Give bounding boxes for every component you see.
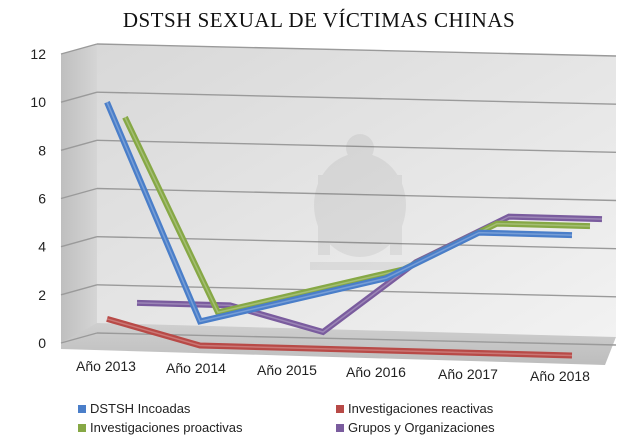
y-tick-label: 2: [38, 287, 46, 303]
legend-swatch: [78, 423, 86, 432]
chart-title: DSTSH SEXUAL DE VÍCTIMAS CHINAS: [122, 8, 516, 32]
series-line-2: [122, 115, 591, 316]
gridline-side: [60, 284, 98, 296]
emblem-watermark: [310, 134, 410, 270]
y-axis: 0 2 4 6 8 10 12: [30, 46, 46, 351]
series-line-1: [106, 316, 573, 359]
x-tick-label: Año 2018: [530, 368, 590, 384]
gridline: [96, 43, 617, 57]
gridline-side: [60, 43, 98, 55]
x-tick-label: Año 2014: [166, 360, 226, 376]
x-tick-label: Año 2015: [257, 362, 317, 378]
gridline: [96, 139, 617, 154]
series-highlight-0: [106, 101, 573, 323]
legend-label: Investigaciones reactivas: [348, 401, 494, 416]
x-tick-label: Año 2017: [438, 366, 498, 382]
legend-item: Investigaciones reactivas: [336, 401, 493, 416]
series-lines: [104, 100, 603, 359]
y-tick-label: 6: [38, 191, 46, 207]
legend-label: Investigaciones proactivas: [90, 420, 243, 435]
x-axis: Año 2013 Año 2014 Año 2015 Año 2016 Año 2017…: [76, 358, 590, 384]
back-wall: [97, 44, 616, 337]
x-tick-label: Año 2016: [346, 364, 406, 380]
legend-label: Grupos y Organizaciones: [348, 420, 495, 435]
y-tick-label: 0: [38, 335, 46, 351]
gridline-side: [60, 139, 98, 152]
gridline: [96, 91, 617, 105]
y-tick-label: 12: [30, 46, 46, 62]
x-tick-label: Año 2013: [76, 358, 136, 374]
y-tick-label: 4: [38, 239, 46, 255]
legend-item: DSTSH Incoadas: [78, 401, 190, 416]
legend-item: Grupos y Organizaciones: [336, 420, 495, 435]
y-tick-label: 10: [30, 94, 46, 110]
series-highlight-1: [106, 318, 573, 357]
gridline-side: [60, 187, 98, 200]
series-highlight-2: [124, 116, 591, 314]
gridline-side: [60, 235, 98, 248]
gridline: [96, 332, 617, 346]
gridline: [96, 187, 617, 202]
legend-swatch: [336, 404, 344, 413]
gridline-side: [60, 332, 98, 344]
gridline-side: [60, 91, 98, 103]
legend-swatch: [336, 423, 344, 432]
legend-swatch: [78, 404, 86, 413]
series-line-0: [104, 100, 573, 325]
legend-item: Investigaciones proactivas: [78, 420, 242, 435]
y-tick-label: 8: [38, 142, 46, 158]
legend-label: DSTSH Incoadas: [90, 401, 191, 416]
